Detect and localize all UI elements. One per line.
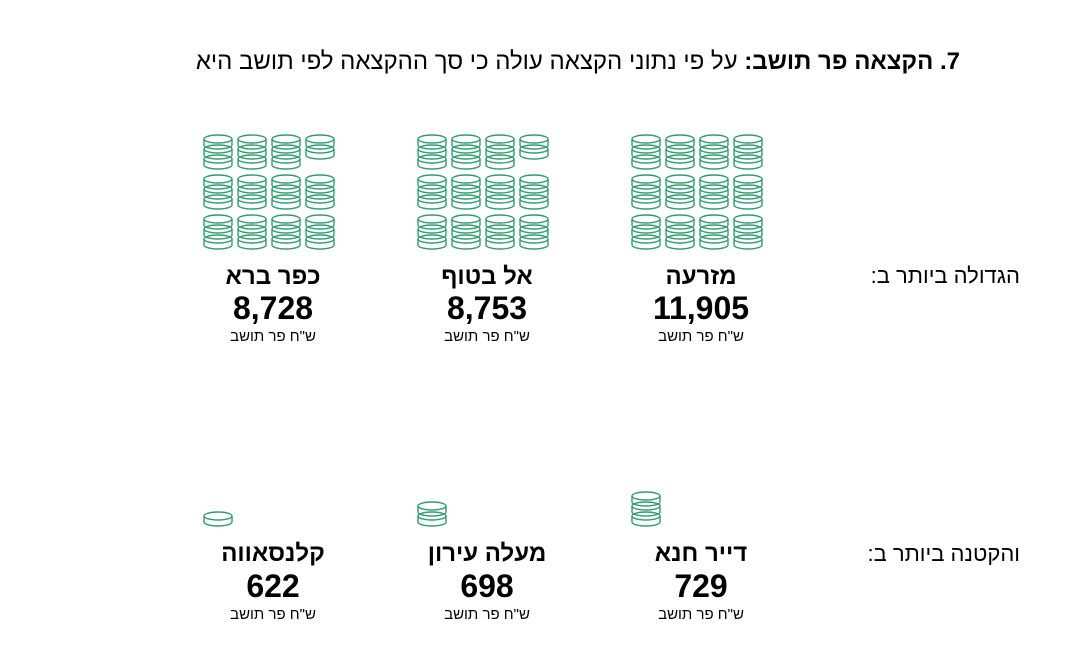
heading-bold: 7. הקצאה פר תושב:	[744, 48, 960, 75]
cell-unit: ש"ח פר תושב	[444, 328, 530, 345]
coin-stack-icon	[450, 213, 482, 251]
cell-unit: ש"ח פר תושב	[444, 606, 530, 623]
coin-stack-icon	[270, 173, 302, 211]
coin-stack-icon	[236, 213, 268, 251]
cell-value: 8,728	[233, 292, 313, 324]
cell-name: קלנסאווה	[221, 541, 325, 567]
coin-stack-icon	[304, 213, 336, 251]
coin-stack-small-icon	[518, 133, 550, 161]
coin-stack-icon	[518, 213, 550, 251]
cell-value: 729	[674, 570, 727, 602]
cell-name: אל בטוף	[441, 264, 533, 290]
coin-stack-icon	[416, 133, 448, 171]
coin-stack-icon	[416, 173, 448, 211]
cell-name: מעלה עירון	[428, 541, 547, 567]
coin-pictogram	[412, 409, 562, 529]
coin-stack-icon	[732, 213, 764, 251]
coin-stack-icon	[304, 173, 336, 211]
coin-stack-icon	[236, 173, 268, 211]
cell-name: דייר חנא	[655, 541, 747, 567]
coin-stack-icon	[202, 133, 234, 171]
coin-stack-icon	[484, 173, 516, 211]
coin-stack-icon	[202, 213, 234, 251]
coin-stack-icon	[484, 133, 516, 171]
coin-stack-icon	[664, 133, 696, 171]
coin-stack-icon	[732, 133, 764, 171]
data-cell: מזרעה11,905 ש"ח פר תושב	[606, 132, 796, 345]
cell-value: 698	[460, 570, 513, 602]
cell-unit: ש"ח פר תושב	[230, 328, 316, 345]
coin-stack-icon	[698, 213, 730, 251]
data-cell: כפר ברא8,728 ש"ח פר תושב	[178, 132, 368, 345]
coin-stack-icon	[698, 133, 730, 171]
heading-rest: על פי נתוני הקצאה עולה כי סך ההקצאה לפי …	[196, 48, 744, 75]
infographic-row: הגדולה ביותר ב:מזרעה11,905ש"ח פר תושבאל …	[60, 132, 1020, 345]
row-label: והקטנה ביותר ב:	[820, 541, 1020, 623]
cell-name: כפר ברא	[226, 264, 321, 290]
coin-stack-icon	[484, 213, 516, 251]
data-cell: קלנסאווה 622 ש"ח פר תושב	[178, 409, 368, 622]
cell-name: מזרעה	[665, 264, 736, 290]
coin-stack-icon	[450, 133, 482, 171]
cell-value: 11,905	[653, 292, 749, 324]
coin-pictogram	[626, 409, 776, 529]
coin-stack-icon	[664, 173, 696, 211]
coin-stack-icon	[202, 173, 234, 211]
coin-stack-icon	[732, 173, 764, 211]
cell-unit: ש"ח פר תושב	[230, 606, 316, 623]
cell-unit: ש"ח פר תושב	[658, 328, 744, 345]
coin-stack-icon	[270, 213, 302, 251]
coin-stack-icon	[630, 173, 662, 211]
coin-pictogram	[198, 132, 348, 252]
section-heading: 7. הקצאה פר תושב: על פי נתוני הקצאה עולה…	[60, 48, 1020, 76]
coin-stack-small-icon	[630, 490, 662, 528]
coin-stack-small-icon	[304, 133, 336, 161]
data-cell: מעלה עירון 698 ש"ח פר תושב	[392, 409, 582, 622]
coin-stack-icon	[518, 173, 550, 211]
cell-value: 622	[246, 570, 299, 602]
coin-stack-icon	[270, 133, 302, 171]
coin-stack-icon	[630, 133, 662, 171]
coin-stack-icon	[450, 173, 482, 211]
coin-pictogram	[626, 132, 776, 252]
infographic-row: והקטנה ביותר ב:דייר חנא729ש"ח פר תושבמעל…	[60, 409, 1020, 622]
coin-stack-icon	[698, 173, 730, 211]
row-label: הגדולה ביותר ב:	[820, 263, 1020, 345]
data-cell: אל בטוף8,753 ש"ח פר תושב	[392, 132, 582, 345]
data-cell: דייר חנא 729 ש"ח פר תושב	[606, 409, 796, 622]
cell-value: 8,753	[447, 292, 527, 324]
coin-stack-icon	[416, 213, 448, 251]
coin-stack-icon	[630, 213, 662, 251]
cell-unit: ש"ח פר תושב	[658, 606, 744, 623]
coin-pictogram	[198, 409, 348, 529]
infographic-grid: הגדולה ביותר ב:מזרעה11,905ש"ח פר תושבאל …	[60, 132, 1020, 623]
coin-stack-small-icon	[416, 500, 448, 528]
coin-stack-icon	[664, 213, 696, 251]
coin-pictogram	[412, 132, 562, 252]
coin-stack-icon	[236, 133, 268, 171]
coin-stack-small-icon	[202, 510, 234, 528]
